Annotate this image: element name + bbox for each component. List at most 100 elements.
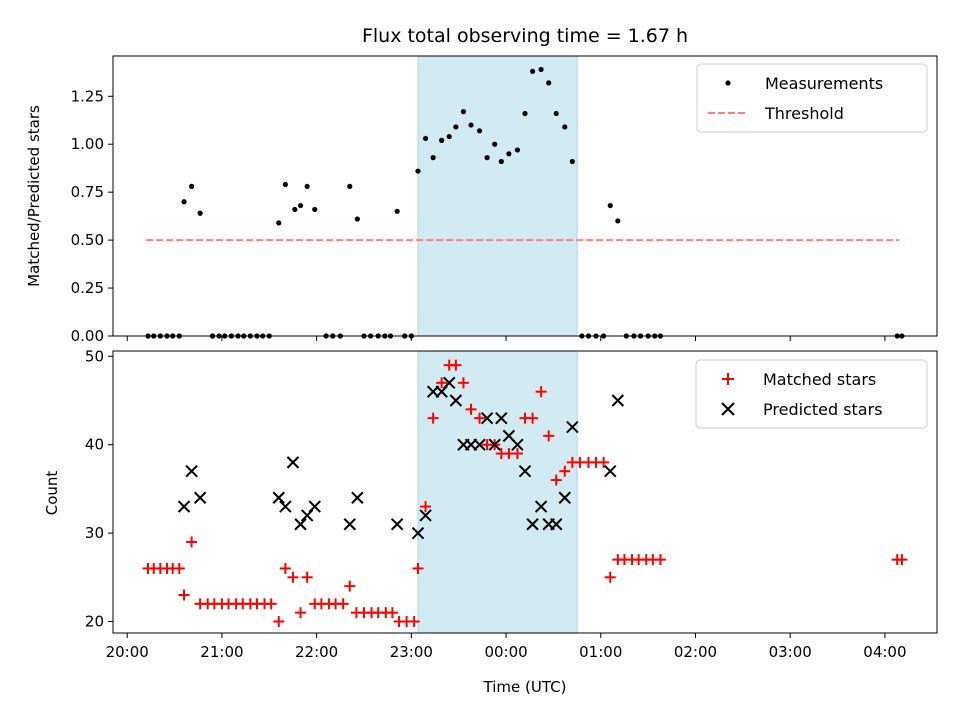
matched-star-point: [295, 607, 307, 619]
matched-star-point: [527, 412, 539, 424]
bottom-legend-frame: [695, 359, 928, 429]
matched-star-point: [543, 430, 555, 442]
predicted-star-point: [272, 491, 285, 504]
legend-predicted-label: Predicted stars: [763, 400, 883, 419]
measurement-point: [492, 141, 498, 147]
ratio-panel: 0.00 0.25 0.50 0.75 1.00 1.25 Matched/Predict…: [25, 55, 938, 345]
predicted-star-point: [390, 518, 404, 531]
x-tick-label: 22:00: [295, 643, 338, 661]
matched-star-point: [265, 598, 277, 610]
matched-star-point: [386, 607, 398, 619]
bottom-x-ticks: 20:00 21:00 22:00 23:00 00:00 01:00 02:00 03:00…: [106, 633, 907, 661]
measurement-point: [562, 124, 568, 130]
legend-measurements-marker: [725, 80, 731, 86]
matched-star-point: [186, 536, 198, 548]
matched-star-point: [408, 616, 420, 628]
measurement-point: [484, 155, 490, 161]
measurement-point: [538, 66, 544, 73]
top-plot-frame: [112, 55, 938, 337]
top-legend: Measurements Threshold: [696, 63, 928, 133]
matched-star-point: [511, 448, 523, 460]
measurement-point: [607, 202, 613, 209]
count-panel: 20 30 40 50 20:00 21:00 22:00 23:00 00:00 01:00 0…: [43, 347, 938, 696]
predicted-star-point: [343, 518, 356, 531]
y-tick-label: 20: [85, 613, 104, 631]
predicted-star-point: [279, 500, 292, 513]
measurement-point: [312, 206, 318, 213]
legend-predicted-marker: [721, 402, 735, 416]
bottom-y-axis-label: Count: [43, 471, 61, 516]
x-tick-label: 23:00: [390, 643, 433, 661]
chart-title: Flux total observing time = 1.67 h: [362, 25, 688, 47]
predicted-star-point: [550, 518, 563, 531]
matched-star-point: [535, 386, 547, 398]
matched-star-point: [412, 562, 424, 574]
measurement-point: [439, 137, 445, 143]
predicted-star-point: [566, 420, 579, 434]
measurement-point: [282, 181, 288, 188]
measurement-point: [468, 122, 474, 128]
bottom-legend: Matched stars Predicted stars: [695, 359, 928, 429]
y-tick-label: 30: [85, 524, 104, 542]
matched-star-point: [173, 562, 185, 574]
matched-star-point: [559, 465, 571, 477]
measurement-point: [546, 80, 552, 86]
measurement-point: [347, 183, 353, 190]
y-tick-label: 1.00: [71, 135, 104, 153]
matched-star-point: [420, 501, 432, 513]
bottom-plot-frame: [112, 350, 938, 634]
predicted-star-point: [308, 500, 321, 513]
x-axis-label: Time (UTC): [483, 678, 567, 696]
predicted-star-point: [419, 509, 432, 522]
measurement-point: [297, 202, 304, 209]
predicted-star-point: [480, 411, 494, 425]
matched-star-point: [427, 412, 439, 424]
predicted-star-point: [411, 526, 425, 540]
matched-star-point: [273, 616, 285, 628]
predicted-star-point: [286, 456, 300, 469]
x-tick-label: 01:00: [579, 643, 622, 661]
predicted-stars-series: [177, 376, 625, 540]
measurement-point: [569, 158, 575, 165]
matched-star-point: [337, 598, 349, 610]
measurement-point: [529, 68, 536, 74]
legend-threshold-label: Threshold: [764, 104, 844, 123]
measurement-point: [514, 147, 521, 153]
legend-matched-marker: [722, 373, 734, 385]
matched-star-point: [344, 580, 356, 592]
x-tick-label: 21:00: [200, 643, 243, 661]
predicted-star-point: [443, 376, 456, 390]
measurement-point: [189, 183, 195, 190]
legend-matched-label: Matched stars: [763, 370, 876, 389]
y-tick-label: 1.25: [71, 87, 104, 105]
measurement-point: [430, 155, 436, 161]
predicted-star-point: [495, 411, 508, 425]
predicted-star-point: [185, 465, 198, 478]
matched-star-point: [654, 554, 666, 566]
x-tick-label: 00:00: [484, 643, 527, 661]
matched-star-point: [465, 403, 477, 415]
matched-star-point: [450, 359, 462, 371]
matched-star-point: [178, 589, 190, 601]
observing-window-shade-top: [417, 55, 578, 337]
matched-star-point: [436, 377, 448, 389]
top-x-ticks: [126, 336, 886, 341]
x-tick-label: 04:00: [863, 643, 906, 661]
predicted-star-point: [518, 465, 532, 478]
matched-star-point: [550, 474, 562, 486]
measurement-point: [394, 208, 400, 214]
matched-star-point: [474, 412, 486, 424]
measurement-point: [522, 110, 528, 117]
bottom-y-ticks: 20 30 40 50: [85, 347, 113, 631]
measurement-point: [460, 109, 467, 115]
measurement-point: [506, 151, 512, 157]
predicted-star-point: [611, 394, 625, 407]
predicted-star-point: [449, 394, 463, 407]
measurement-point: [292, 206, 298, 213]
y-tick-label: 0.50: [71, 231, 104, 249]
observing-window-shade-bottom: [417, 350, 578, 634]
measurement-point: [197, 210, 203, 216]
y-tick-label: 40: [85, 436, 104, 454]
measurement-point: [453, 124, 459, 130]
